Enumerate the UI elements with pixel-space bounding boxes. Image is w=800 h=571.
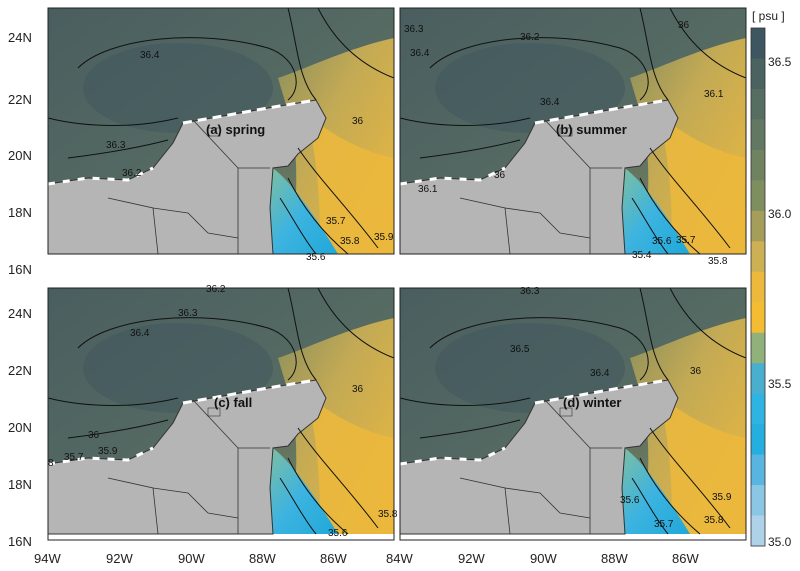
contour-label: 36.4 <box>540 97 560 108</box>
contour-label: 36.4 <box>410 48 430 59</box>
contour-label: 36.4 <box>140 50 160 61</box>
colorbar-segment <box>751 424 765 456</box>
panel-d <box>398 286 748 541</box>
contour-label: 35.6 <box>328 528 348 539</box>
contour-label: 35.7 <box>676 235 696 246</box>
contour-label: 36 <box>678 20 690 31</box>
colorbar-frame <box>750 27 766 547</box>
contour-label: 35.6 <box>306 252 326 263</box>
lon-axis: 94W 92W 90W 88W 86W 84W 92W 90W 88W 86W <box>34 551 699 566</box>
contour-label: 36.4 <box>590 368 610 379</box>
colorbar-tick: 36.5 <box>768 55 792 69</box>
colorbar-segment <box>751 485 765 517</box>
colorbar-segment <box>751 180 765 212</box>
panel-c-label: (c) fall <box>214 395 252 410</box>
lon-tick: 90W <box>530 551 557 566</box>
lon-tick: 92W <box>458 551 485 566</box>
colorbar-tick: 36.0 <box>768 207 792 221</box>
contour-label: 35.8 <box>378 509 398 520</box>
contour-label: 36 <box>352 384 364 395</box>
lon-tick: 90W <box>178 551 205 566</box>
lat-tick: 22N <box>8 363 32 378</box>
colorbar-segment <box>751 515 765 547</box>
colorbar-segment <box>751 28 765 59</box>
contour-label: 36 <box>690 366 702 377</box>
colorbar-tick: 35.5 <box>768 377 792 391</box>
colorbar: [ psu ] 36.5 36.0 35.5 35.0 <box>750 9 792 549</box>
colorbar-segment <box>751 119 765 151</box>
lat-tick: 18N <box>8 205 32 220</box>
panel-b-label: (b) summer <box>556 122 627 137</box>
contour-label: 36 <box>88 430 100 441</box>
contour-label: 36.4 <box>130 328 150 339</box>
colorbar-segment <box>751 454 765 486</box>
lat-tick: 20N <box>8 148 32 163</box>
contour-label: 36.3 <box>178 308 198 319</box>
contour-label: 35.9 <box>374 232 394 243</box>
panel-a <box>46 6 396 256</box>
lat-tick: 22N <box>8 92 32 107</box>
colorbar-segment <box>751 58 765 90</box>
contour-label: 35.6 <box>652 236 672 247</box>
contour-label: 8 <box>48 458 54 469</box>
lon-tick: 94W <box>34 551 61 566</box>
panel-d-label: (d) winter <box>563 395 622 410</box>
panel-b <box>398 6 748 256</box>
lat-axis-bottom: 24N 22N 20N 18N 16N <box>8 306 32 549</box>
contour-label: 35.8 <box>704 515 724 526</box>
colorbar-unit: [ psu ] <box>752 9 785 23</box>
contour-label: 36 <box>352 116 364 127</box>
colorbar-segment <box>751 241 765 273</box>
lon-tick: 88W <box>601 551 628 566</box>
contour-label: 35.9 <box>98 446 118 457</box>
lon-tick: 86W <box>672 551 699 566</box>
contour-label: 36.3 <box>106 140 126 151</box>
contour-label: 36.3 <box>404 24 424 35</box>
colorbar-segment <box>751 210 765 242</box>
lon-tick: 88W <box>249 551 276 566</box>
colorbar-segment <box>751 332 765 364</box>
contour-label: 36.5 <box>510 344 530 355</box>
panel-a-label: (a) spring <box>206 122 265 137</box>
panel-labels: (a) spring (b) summer (c) fall (d) winte… <box>206 122 627 410</box>
contour-label: 36 <box>494 170 506 181</box>
lat-tick: 18N <box>8 477 32 492</box>
lat-tick: 16N <box>8 534 32 549</box>
contour-label: 36.1 <box>704 89 724 100</box>
contour-label: 35.6 <box>620 495 640 506</box>
lat-tick: 16N <box>8 262 32 277</box>
colorbar-segment <box>751 271 765 303</box>
contour-label: 36.2 <box>122 168 142 179</box>
contour-label: 35.7 <box>326 216 346 227</box>
contour-label: 36.2 <box>206 284 226 295</box>
colorbar-segment <box>751 88 765 120</box>
colorbar-segments <box>751 28 765 547</box>
contour-label: 36.2 <box>520 32 540 43</box>
contour-labels: 36.4 36.3 36.2 36 35.9 35.8 35.7 35.6 36… <box>48 20 732 539</box>
panel-c <box>46 286 396 541</box>
contour-label: 36.1 <box>418 184 438 195</box>
lat-axis-top: 24N 22N 20N 18N 16N <box>8 30 32 277</box>
contour-label: 35.7 <box>654 519 674 530</box>
colorbar-segment <box>751 302 765 334</box>
lat-tick: 20N <box>8 420 32 435</box>
lon-tick: 92W <box>106 551 133 566</box>
colorbar-tick: 35.0 <box>768 535 792 549</box>
contour-label: 35.9 <box>712 492 732 503</box>
colorbar-segment <box>751 393 765 425</box>
colorbar-segment <box>751 149 765 181</box>
lat-tick: 24N <box>8 306 32 321</box>
lat-tick: 24N <box>8 30 32 45</box>
contour-label: 35.7 <box>64 452 84 463</box>
contour-label: 36.3 <box>520 286 540 297</box>
lon-tick: 86W <box>320 551 347 566</box>
contour-label: 35.4 <box>632 250 652 261</box>
colorbar-segment <box>751 363 765 395</box>
contour-label: 35.8 <box>340 236 360 247</box>
lon-tick: 84W <box>386 551 413 566</box>
contour-label: 35.8 <box>708 256 728 267</box>
